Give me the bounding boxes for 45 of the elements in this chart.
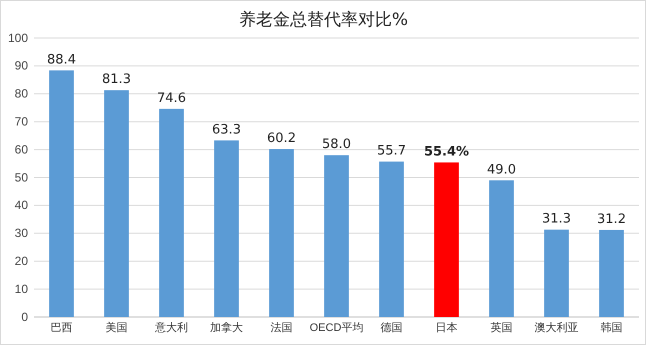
data-label: 74.6 (157, 90, 186, 106)
x-tick-label: 日本 (436, 320, 458, 334)
y-tick-label: 90 (14, 58, 28, 73)
chart-title: 养老金总替代率对比% (238, 10, 408, 30)
y-tick-label: 50 (14, 170, 28, 184)
data-label: 49.0 (487, 162, 516, 178)
x-tick-label: 意大利 (154, 320, 188, 334)
data-label: 31.2 (597, 212, 626, 227)
data-label: 63.3 (212, 122, 241, 138)
y-tick-label: 80 (14, 86, 28, 101)
y-tick-label: 10 (14, 282, 28, 296)
data-label: 31.3 (542, 212, 571, 227)
x-tick-label: 韩国 (600, 320, 622, 334)
bar (544, 230, 569, 317)
bar (379, 162, 404, 317)
y-tick-label: 20 (14, 254, 28, 268)
bar (214, 140, 239, 317)
data-label: 60.2 (267, 131, 296, 146)
bar (104, 90, 129, 317)
bar (434, 162, 459, 317)
x-tick-label: 巴西 (50, 322, 72, 334)
x-tick-label: 澳大利亚 (534, 320, 578, 334)
data-label: 88.4 (47, 52, 76, 68)
bar (489, 180, 514, 317)
bar (159, 108, 184, 317)
x-tick-label: 英国 (490, 320, 512, 334)
data-label: 81.3 (102, 72, 131, 88)
x-tick-label: 加拿大 (210, 320, 243, 334)
data-label: 55.4% (424, 144, 470, 160)
bar (269, 149, 294, 317)
x-tick-label: 德国 (380, 322, 402, 334)
data-label: 55.7 (377, 144, 406, 159)
bar (599, 230, 624, 317)
x-tick-label: 美国 (106, 320, 128, 334)
data-label: 58.0 (322, 137, 351, 152)
y-tick-label: 30 (14, 226, 28, 240)
y-tick-label: 0 (21, 310, 28, 324)
y-tick-label: 40 (14, 198, 28, 212)
bar (49, 70, 74, 317)
x-tick-label: 法国 (270, 320, 292, 334)
y-tick-label: 60 (14, 142, 28, 156)
bar (324, 155, 349, 317)
y-tick-label: 100 (8, 30, 28, 45)
x-tick-label: OECD平均 (310, 322, 364, 334)
y-tick-label: 70 (14, 114, 28, 129)
